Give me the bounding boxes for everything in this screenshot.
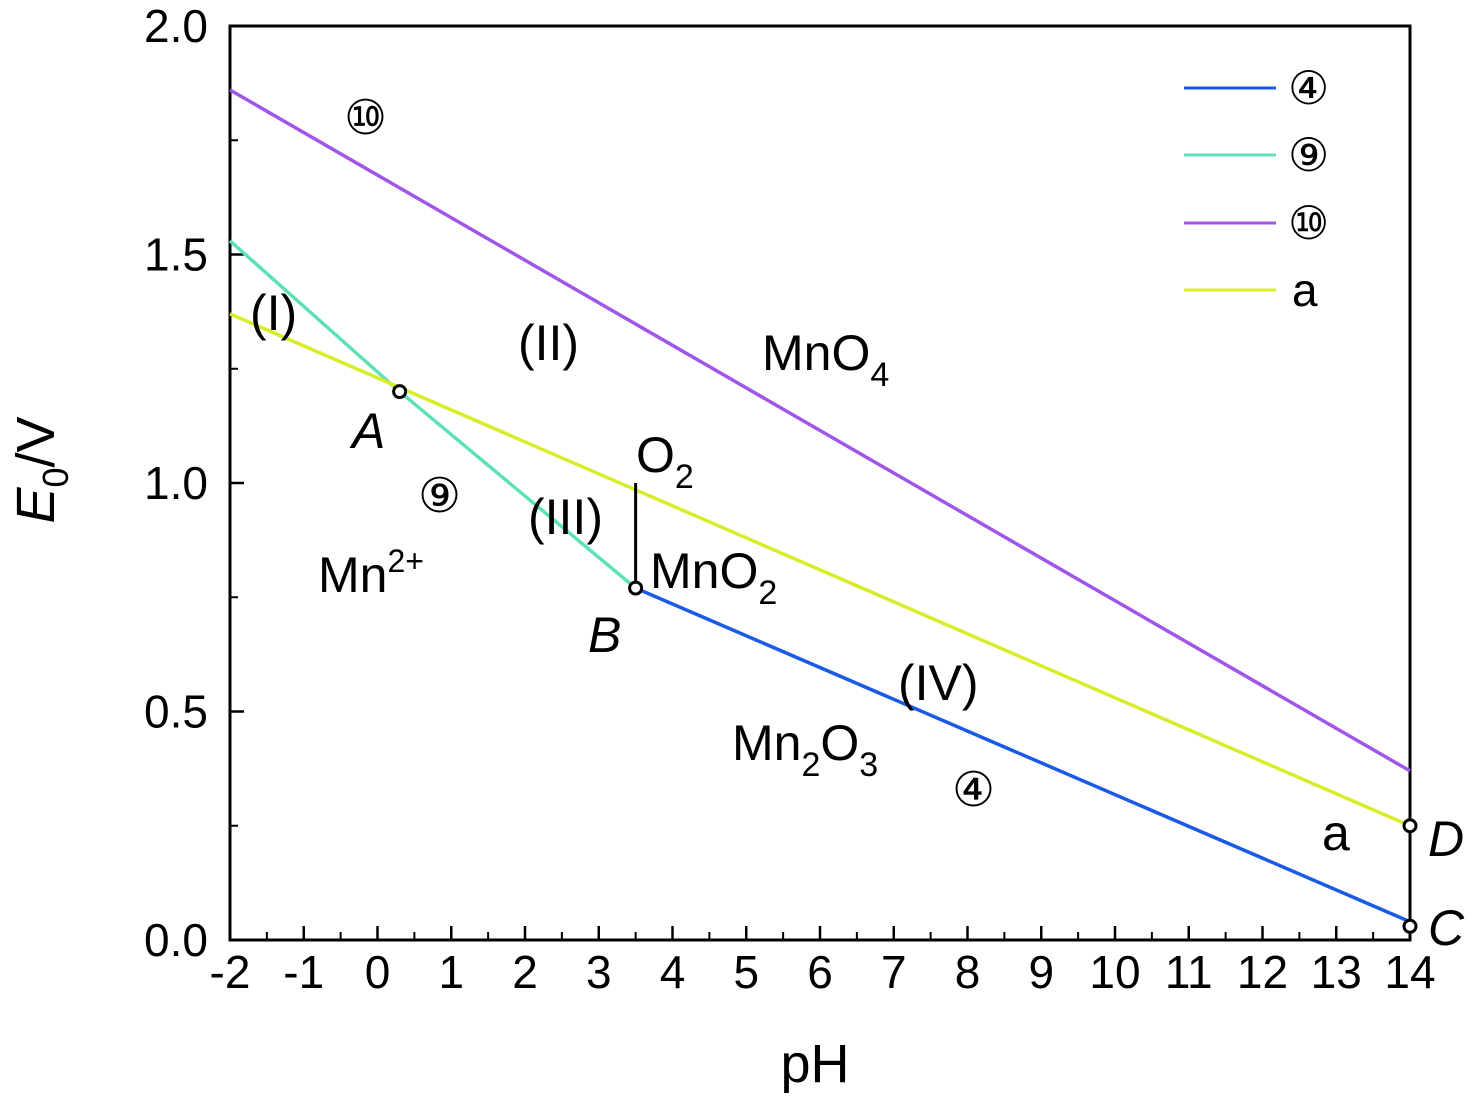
region-ii-label: (II) [518, 315, 579, 371]
x-tick-label: 4 [660, 946, 686, 998]
o2-label: O2 [636, 427, 694, 496]
y-tick-label: 2.0 [144, 0, 208, 52]
x-tick-label: 2 [512, 946, 538, 998]
axis-tick-labels: -2 -1 0 1 2 3 4 5 6 7 8 9 10 11 12 13 140.00.51.01.52.0 [144, 0, 1436, 998]
point-a-marker [392, 384, 408, 400]
x-tick-label: 13 [1311, 946, 1362, 998]
series-line-10 [229, 88, 1411, 773]
legend-label-10: ⑩ [1288, 196, 1329, 250]
points-layer [392, 384, 1418, 934]
mn2-label: Mn2+ [318, 543, 424, 603]
x-axis-title: pH [780, 1034, 849, 1094]
y-tick-label: 0.0 [144, 914, 208, 966]
region-i-label: (I) [250, 285, 297, 341]
x-tick-label: 14 [1384, 946, 1435, 998]
mn2o3-label: Mn2O3 [732, 715, 878, 784]
y-tick-label: 1.5 [144, 229, 208, 281]
series-line-a [229, 312, 1411, 828]
point-c-label: C [1428, 900, 1465, 956]
series-line-4 [634, 586, 1411, 924]
y-tick-label: 1.0 [144, 457, 208, 509]
x-tick-label: 9 [1028, 946, 1054, 998]
x-tick-label: 3 [586, 946, 612, 998]
series-layer [228, 88, 1411, 924]
point-a-label: A [349, 403, 385, 459]
point-b-marker [628, 580, 644, 596]
mno2-label: MnO2 [650, 543, 777, 612]
line-10-label: ⑩ [344, 90, 387, 146]
y-axis-title: E0/V [6, 416, 76, 523]
x-tick-label: 7 [881, 946, 907, 998]
x-tick-label: 11 [1165, 946, 1213, 998]
region-iii-label: (III) [528, 489, 603, 545]
x-tick-label: 5 [733, 946, 759, 998]
x-tick-label: 8 [955, 946, 981, 998]
x-tick-label: 1 [438, 946, 464, 998]
point-d-label: D [1428, 811, 1464, 867]
line-4-label: ④ [952, 762, 995, 818]
x-tick-label: 12 [1237, 946, 1288, 998]
plot-frame [228, 24, 1412, 942]
x-tick-label: 10 [1089, 946, 1140, 998]
line-a-label: a [1322, 805, 1350, 861]
mno4-label: MnO4 [762, 325, 889, 394]
legend-label-9: ⑨ [1288, 128, 1329, 182]
x-tick-label: 6 [807, 946, 833, 998]
point-b-label: B [588, 607, 621, 663]
legend-label-a: a [1292, 264, 1318, 316]
region-iv-label: (IV) [898, 655, 979, 711]
point-c-marker [1402, 918, 1418, 934]
x-tick-label: -1 [283, 946, 324, 998]
point-d-marker [1402, 818, 1418, 834]
axis-ticks [228, 24, 1412, 942]
x-tick-label: 0 [365, 946, 391, 998]
legend-label-4: ④ [1288, 61, 1329, 115]
legend: ④ ⑨ ⑩ a [1184, 61, 1329, 316]
line-9-label: ⑨ [418, 468, 461, 524]
y-tick-label: 0.5 [144, 686, 208, 738]
x-tick-label: -2 [210, 946, 251, 998]
